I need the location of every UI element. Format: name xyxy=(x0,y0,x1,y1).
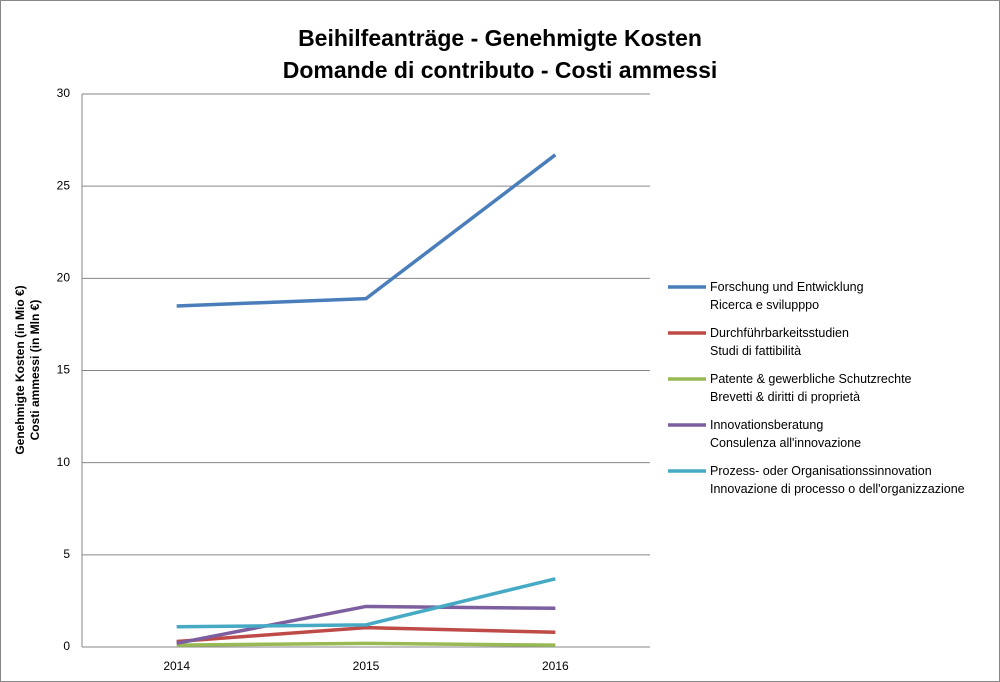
x-tick-label: 2016 xyxy=(542,659,569,673)
legend-entry: Durchführbarkeitsstudien Studi di fattib… xyxy=(710,326,849,358)
chart-title: Beihilfeanträge - Genehmigte Kosten Doma… xyxy=(282,25,718,83)
y-tick-label: 25 xyxy=(57,178,71,192)
y-axis-label: Genehmigte Kosten (in Mio €) Costi ammes… xyxy=(13,285,42,455)
y-tick-label: 30 xyxy=(57,86,71,100)
y-tick-label: 20 xyxy=(57,271,71,285)
line-series xyxy=(176,625,556,644)
legend-entry: Forschung und Entwicklung Ricerca e svil… xyxy=(710,280,864,312)
line-series xyxy=(176,153,557,308)
line-series xyxy=(176,641,556,647)
y-tick-label: 5 xyxy=(63,547,70,561)
y-tick-label: 10 xyxy=(57,455,71,469)
legend-entry: Patente & gewerbliche Schutzrechte Breve… xyxy=(710,372,912,404)
x-tick-label: 2014 xyxy=(163,659,190,673)
y-tick-label: 0 xyxy=(63,639,70,653)
x-tick-label: 2015 xyxy=(353,659,380,673)
line-series xyxy=(176,577,556,629)
y-tick-label: 15 xyxy=(57,363,71,377)
legend-entry: Prozess- oder Organisationssinnovation I… xyxy=(710,464,965,496)
legend-entry: Innovationsberatung Consulenza all'innov… xyxy=(710,418,862,450)
line-series xyxy=(176,604,556,646)
